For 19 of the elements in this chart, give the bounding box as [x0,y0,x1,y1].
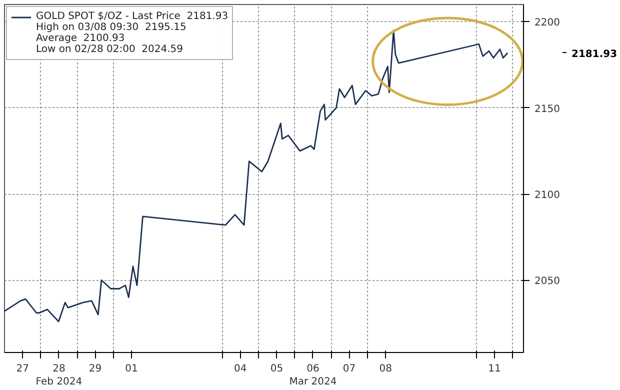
annotation: High on 03/08 09:30 2195.15 [36,22,186,33]
x-tick-label: 06 Mar 2024 [289,364,337,388]
y-tick-label: 2100 [534,190,560,202]
x-tick-label: 28 Feb 2024 [36,364,82,388]
x-tick-label: 08 [379,364,392,374]
x-tick-label: 29 [88,364,102,374]
legend-label: GOLD SPOT $/OZ - Last Price 2181.93 [36,11,228,22]
x-tick-label: 27 [16,364,30,374]
x-tick-label: 05 [270,364,284,374]
text: 2181.93 [572,48,618,60]
y-tick-label: 2150 [534,104,560,115]
x-tick-label: 01 [125,364,138,374]
y-tick-label: 2200 [534,18,560,29]
annotation: Low on 02/28 02:00 2024.59 [36,44,184,55]
y-tick-label: 2050 [534,276,560,288]
x-tick-label: 04 [234,364,247,374]
annotation: Average 2100.93 [36,33,125,44]
x-tick-label: 11 [488,364,501,374]
x-tick-label: 07 [342,364,356,374]
